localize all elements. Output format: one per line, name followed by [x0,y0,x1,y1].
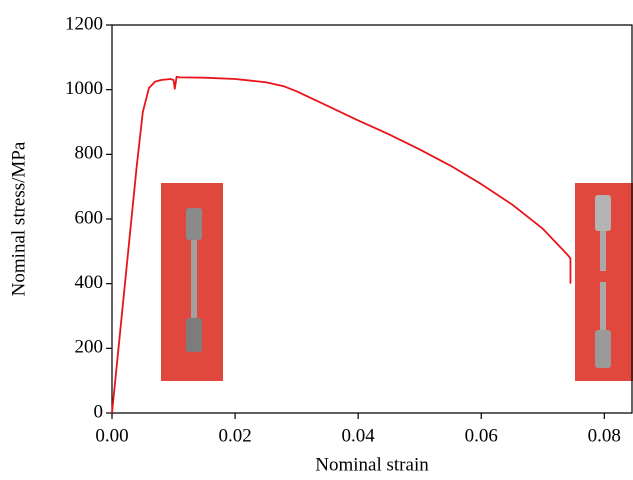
y-tick-label: 600 [75,207,104,228]
y-tick-label: 0 [94,401,104,422]
x-tick-label: 0.08 [588,425,621,446]
x-tick-label: 0.00 [95,425,128,446]
x-tick-label: 0.02 [218,425,251,446]
y-tick-label: 800 [75,143,104,164]
x-tick-label: 0.06 [465,425,498,446]
specimen-photo-before [161,183,223,381]
specimen-photo-after [575,183,633,381]
y-tick-label: 1200 [65,13,103,34]
y-tick-label: 200 [75,337,104,358]
x-axis-label: Nominal strain [315,454,429,475]
y-tick-label: 400 [75,272,104,293]
y-axis-label: Nominal stress/MPa [8,141,29,296]
y-tick-label: 1000 [65,78,103,99]
data-line [111,75,572,414]
x-tick-label: 0.04 [342,425,376,446]
